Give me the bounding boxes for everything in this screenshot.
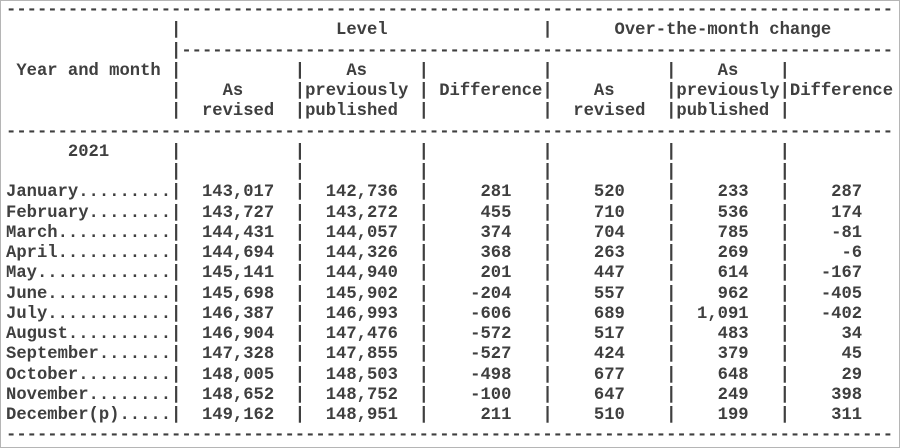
header-divider: ----------------------------------------…: [6, 122, 894, 142]
row-april: April...........| 144,694 | 144,326 | 36…: [6, 244, 894, 263]
row-decemberp: December(p).....| 149,162 | 148,951 | 21…: [6, 406, 894, 425]
row-june: June............| 145,698 | 145,902 | -2…: [6, 284, 894, 304]
row-may: May.............| 145,141 | 144,940 | 20…: [6, 264, 894, 284]
row-november: November........| 148,652 | 148,752 | -1…: [6, 385, 894, 405]
row-october: October.........| 148,005 | 148,503 | -4…: [6, 365, 894, 385]
row-september: September.......| 147,328 | 147,855 | -5…: [6, 345, 894, 365]
row-august: August..........| 146,904 | 147,476 | -5…: [6, 325, 894, 344]
row-march: March...........| 144,431 | 144,057 | 37…: [6, 223, 894, 243]
column-header-line-1: Year and month | | As | | | As |: [6, 61, 894, 81]
top-divider: ----------------------------------------…: [6, 1, 894, 20]
spacer-line: | | | | | |: [6, 163, 894, 182]
row-january: January.........| 143,017 | 142,736 | 28…: [6, 183, 894, 203]
row-july: July............| 146,387 | 146,993 | -6…: [6, 304, 894, 324]
bottom-divider: ----------------------------------------…: [6, 426, 894, 446]
section-title-line: | Level | Over-the-month change: [6, 21, 894, 41]
row-february: February........| 143,727 | 143,272 | 45…: [6, 203, 894, 223]
column-header-line-3: | revised |published | | revised |publis…: [6, 102, 894, 122]
column-header-line-2: | As |previously | Difference| As |previ…: [6, 82, 894, 101]
year-line: 2021 | | | | | |: [6, 142, 894, 162]
section-underline: |---------------------------------------…: [6, 41, 894, 61]
